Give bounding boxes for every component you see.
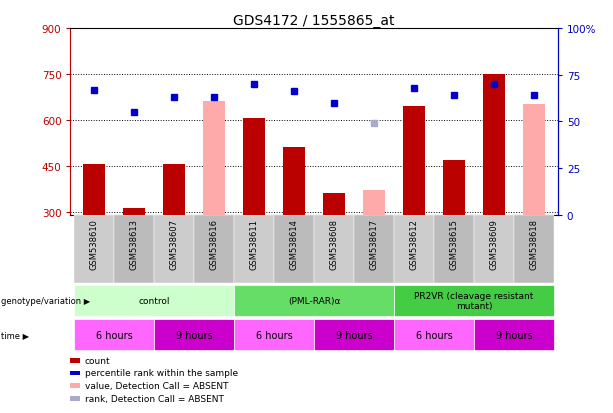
Bar [314,215,354,283]
Text: GSM538616: GSM538616 [210,218,219,269]
Text: 6 hours: 6 hours [416,330,452,340]
Bar [154,215,194,283]
Text: GSM538612: GSM538612 [409,218,419,269]
Bar [274,215,314,283]
Text: GSM538617: GSM538617 [370,218,379,269]
Text: GSM538613: GSM538613 [130,218,139,269]
Bar [443,160,465,215]
Bar [314,319,394,350]
Text: time ▶: time ▶ [1,330,29,339]
Bar [474,319,554,350]
Text: PR2VR (cleavage resistant
mutant): PR2VR (cleavage resistant mutant) [414,291,534,310]
Bar [204,102,226,215]
Title: GDS4172 / 1555865_at: GDS4172 / 1555865_at [234,14,395,28]
Bar [354,215,394,283]
Text: GSM538614: GSM538614 [290,218,299,269]
Text: count: count [85,356,110,365]
Text: 9 hours: 9 hours [336,330,373,340]
Bar [514,215,554,283]
Text: GSM538615: GSM538615 [449,218,459,269]
Text: 9 hours: 9 hours [176,330,213,340]
Bar [234,285,394,316]
Text: rank, Detection Call = ABSENT: rank, Detection Call = ABSENT [85,394,224,403]
Text: (PML-RAR)α: (PML-RAR)α [288,296,340,305]
Bar [115,215,154,283]
Bar [75,215,115,283]
Bar [394,285,554,316]
Bar [394,215,434,283]
Bar [483,75,505,215]
Bar [123,209,145,215]
Bar [283,148,305,215]
Bar [234,319,314,350]
Text: GSM538607: GSM538607 [170,218,179,269]
Text: genotype/variation ▶: genotype/variation ▶ [1,296,91,305]
Bar [164,165,185,215]
Bar [243,119,265,215]
Bar [83,165,105,215]
Bar [434,215,474,283]
Text: GSM538610: GSM538610 [90,218,99,269]
Bar [323,194,345,215]
Bar [474,215,514,283]
Text: GSM538609: GSM538609 [489,218,498,269]
Bar [523,105,545,215]
Text: GSM538618: GSM538618 [530,218,538,269]
Text: 6 hours: 6 hours [256,330,292,340]
Bar [394,319,474,350]
Text: GSM538608: GSM538608 [330,218,338,269]
Text: percentile rank within the sample: percentile rank within the sample [85,368,238,377]
Text: 6 hours: 6 hours [96,330,133,340]
Bar [363,191,385,215]
Bar [194,215,234,283]
Text: value, Detection Call = ABSENT: value, Detection Call = ABSENT [85,381,228,390]
Text: 9 hours: 9 hours [495,330,532,340]
Text: GSM538611: GSM538611 [249,218,259,269]
Bar [75,285,234,316]
Bar [75,319,154,350]
Bar [154,319,234,350]
Text: control: control [139,296,170,305]
Bar [234,215,274,283]
Bar [403,107,425,215]
